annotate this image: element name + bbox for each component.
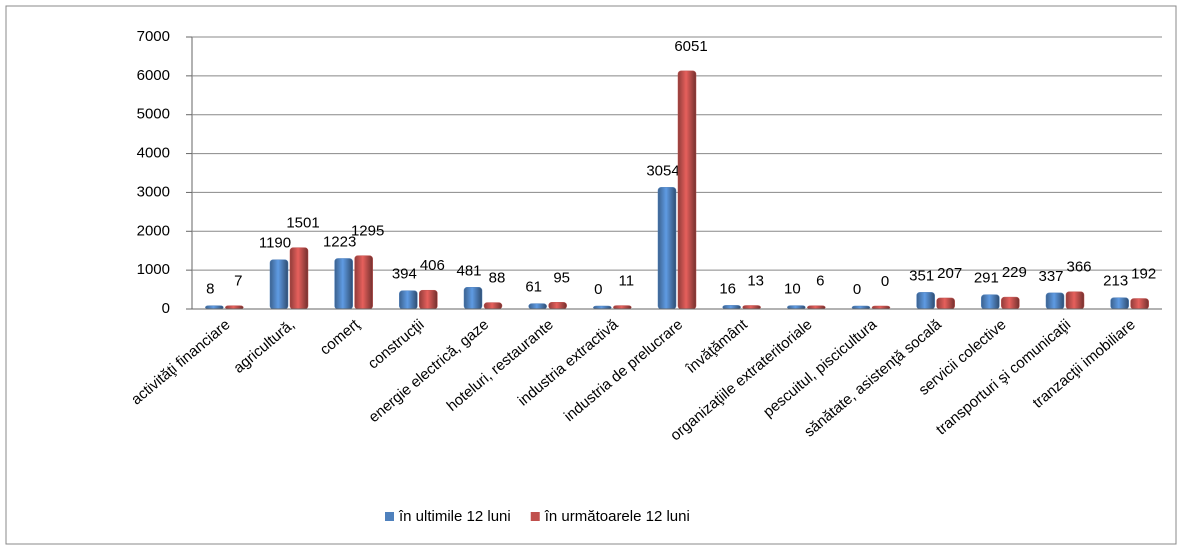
data-label: 406: [420, 257, 445, 274]
legend-label: în următoarele 12 luni: [544, 508, 690, 525]
data-label: 61: [525, 279, 542, 296]
bar: [1001, 296, 1020, 310]
bar: [787, 305, 806, 310]
bar: [289, 247, 309, 310]
data-label: 366: [1066, 259, 1091, 276]
data-label: 351: [909, 267, 934, 284]
bar: [722, 305, 741, 310]
data-label: 0: [881, 273, 889, 290]
bar: [463, 287, 483, 310]
bar: [419, 289, 438, 310]
y-tick-label: 4000: [137, 145, 170, 162]
data-label: 229: [1002, 264, 1027, 281]
bar: [916, 292, 935, 310]
chart-frame: [5, 5, 1177, 545]
y-tick-label: 3000: [137, 183, 170, 200]
data-label: 6: [816, 273, 824, 290]
data-label: 394: [392, 266, 417, 283]
legend-swatch: [385, 512, 394, 521]
bar: [334, 258, 353, 310]
y-tick-label: 7000: [137, 28, 170, 45]
data-label: 11: [619, 273, 635, 290]
data-label: 0: [853, 281, 861, 298]
bar: [613, 305, 632, 310]
bar: [548, 302, 567, 310]
bar: [1065, 291, 1085, 310]
data-label: 481: [456, 262, 481, 279]
data-label: 3054: [646, 162, 679, 179]
bar: [677, 70, 697, 310]
y-tick-label: 0: [162, 300, 170, 317]
data-label: 7: [234, 273, 242, 290]
bar: [483, 302, 503, 310]
data-label: 95: [553, 269, 570, 286]
bar: [981, 294, 1000, 310]
y-tick-label: 2000: [137, 222, 170, 239]
y-tick-label: 5000: [137, 106, 170, 123]
bar: [1045, 292, 1065, 310]
data-label: 6051: [674, 38, 707, 55]
data-label: 16: [719, 280, 736, 297]
data-label: 213: [1103, 273, 1128, 290]
data-label: 1190: [259, 235, 291, 252]
data-label: 1295: [351, 223, 384, 240]
bar: [269, 259, 289, 310]
data-label: 1501: [286, 215, 319, 232]
bar: [354, 255, 373, 310]
data-label: 88: [489, 270, 506, 287]
data-label: 207: [937, 265, 962, 282]
bar: [742, 305, 761, 310]
bar: [936, 297, 955, 310]
data-label: 10: [784, 281, 801, 298]
bar: [399, 290, 418, 310]
legend-swatch: [530, 512, 540, 521]
data-label: 13: [747, 272, 764, 289]
bar: [1130, 298, 1149, 310]
legend-label: în ultimile 12 luni: [398, 508, 511, 525]
data-label: 8: [206, 281, 214, 298]
y-tick-label: 6000: [137, 67, 170, 84]
bar: [657, 187, 677, 310]
data-label: 337: [1038, 268, 1063, 285]
data-label: 0: [594, 281, 602, 298]
y-tick-label: 1000: [137, 261, 170, 278]
data-label: 1223: [323, 233, 356, 250]
bar: [528, 303, 547, 310]
data-label: 291: [974, 270, 999, 287]
bar: [1110, 297, 1129, 310]
data-label: 192: [1131, 266, 1156, 283]
